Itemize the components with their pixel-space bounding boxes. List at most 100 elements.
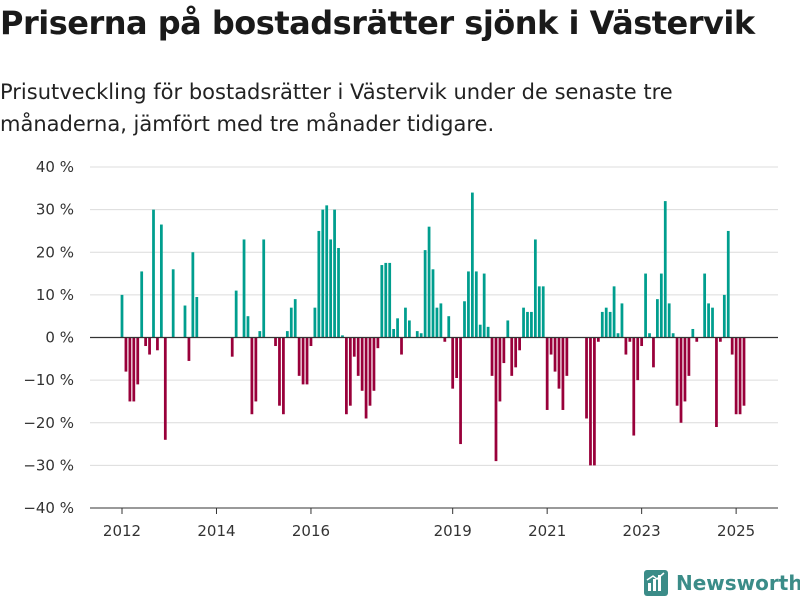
brand-logo: Newsworthy <box>644 568 800 598</box>
bar <box>348 337 352 406</box>
bar <box>683 337 687 402</box>
bar <box>136 337 140 385</box>
bar <box>707 303 710 338</box>
bar <box>600 311 604 338</box>
bar <box>419 333 423 338</box>
bar <box>305 337 309 385</box>
bar <box>663 201 667 338</box>
bar <box>695 337 699 342</box>
bar <box>368 337 372 406</box>
bar <box>474 271 478 338</box>
bar <box>439 303 443 338</box>
bar <box>691 328 695 338</box>
bar <box>636 337 640 381</box>
bar <box>156 337 159 351</box>
bar <box>352 337 356 357</box>
bar <box>549 337 553 355</box>
last-value-label: −16 % <box>742 0 796 4</box>
bar <box>120 294 124 338</box>
bar <box>482 273 486 338</box>
brand-name: Newsworthy <box>676 571 800 595</box>
bar <box>470 192 474 338</box>
bar <box>522 307 525 338</box>
bar <box>313 307 317 338</box>
bar <box>711 307 714 338</box>
bar <box>376 337 380 349</box>
chart-subtitle: Prisutveckling för bostadsrätter i Väste… <box>0 80 673 136</box>
bar <box>656 299 659 338</box>
bar <box>722 294 726 338</box>
bar <box>687 337 691 376</box>
bar <box>604 307 608 338</box>
bar <box>644 273 647 338</box>
bar <box>242 239 246 338</box>
bar <box>514 337 518 368</box>
bar <box>541 286 545 338</box>
bar <box>415 331 419 338</box>
bar <box>596 337 600 342</box>
bar <box>183 305 187 338</box>
bar <box>282 337 285 415</box>
bar <box>589 337 592 466</box>
bar <box>128 337 132 402</box>
bar <box>730 337 734 355</box>
y-axis-labels: −40 % −30 % −20 % −10 % 0 % 10 % 20 % 30 % 40 % <box>23 158 74 517</box>
bar <box>159 224 163 338</box>
y-tick-label: 40 % <box>36 158 74 176</box>
bar <box>329 239 333 338</box>
bar <box>652 337 655 368</box>
bar <box>734 337 738 415</box>
bar <box>408 320 411 338</box>
bar <box>388 262 392 338</box>
bar <box>703 273 707 338</box>
bar <box>297 337 301 376</box>
bar <box>486 326 490 338</box>
bar <box>140 271 144 338</box>
bar <box>427 226 431 338</box>
y-tick-label: −10 % <box>23 371 74 389</box>
bar <box>510 337 514 376</box>
y-tick-label: 30 % <box>36 201 74 219</box>
bar <box>675 337 679 406</box>
bar <box>274 337 277 347</box>
bar <box>667 303 671 338</box>
bar <box>640 337 644 347</box>
bar <box>463 301 466 338</box>
bar <box>738 337 742 415</box>
bar <box>321 209 325 338</box>
bar <box>234 290 238 338</box>
bar <box>404 307 407 338</box>
bar <box>341 335 344 338</box>
bar <box>191 252 195 338</box>
x-tick-label: 2016 <box>292 522 330 540</box>
bar <box>530 311 533 338</box>
bar <box>451 337 455 389</box>
bar <box>494 337 498 462</box>
bar <box>195 297 199 338</box>
bar <box>506 320 510 338</box>
bar <box>246 316 250 338</box>
bar <box>380 265 384 338</box>
bar <box>360 337 364 391</box>
bar <box>593 337 596 466</box>
bar <box>289 307 293 338</box>
x-tick-label: 2012 <box>103 522 141 540</box>
bar <box>526 311 529 338</box>
bar <box>144 337 147 347</box>
bar <box>230 337 234 357</box>
bar <box>293 299 297 338</box>
bar <box>317 230 321 338</box>
bar <box>431 269 435 338</box>
bar <box>628 337 632 342</box>
bar <box>163 337 167 440</box>
bar <box>345 337 348 415</box>
y-tick-label: 20 % <box>36 243 74 261</box>
bar <box>250 337 254 415</box>
bar <box>171 269 175 338</box>
bar <box>301 337 305 385</box>
bar <box>726 230 730 338</box>
bar <box>518 337 521 351</box>
y-tick-label: 10 % <box>36 286 74 304</box>
bar <box>679 337 683 423</box>
